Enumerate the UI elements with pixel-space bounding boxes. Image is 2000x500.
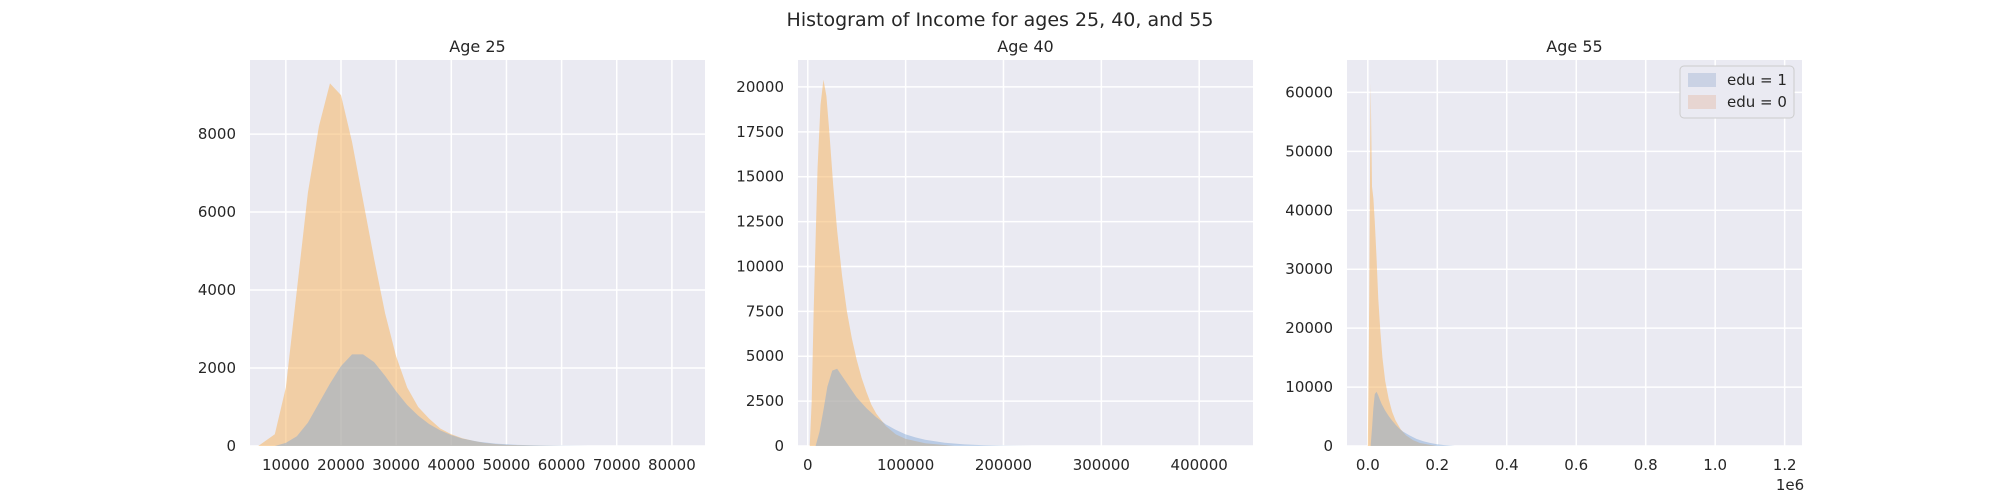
y-tick-label: 4000 [198, 281, 236, 299]
y-tick-label: 50000 [1285, 142, 1333, 160]
histogram-edu-1-age-40 [815, 368, 1033, 446]
histogram-edu-1-age-25 [274, 354, 590, 446]
x-tick-label: 20000 [317, 456, 365, 474]
x-tick-label: 40000 [427, 456, 475, 474]
y-tick-label: 10000 [736, 257, 784, 275]
x-tick-label: 50000 [483, 456, 531, 474]
y-tick-label: 2500 [746, 392, 784, 410]
figure-title: Histogram of Income for ages 25, 40, and… [787, 9, 1214, 31]
y-tick-labels-age-55: 0 10000 20000 30000 40000 50000 60000 [1285, 83, 1333, 455]
panel-age-55: Age 55 0.0 0.2 0.4 0.6 0.8 1.0 1.2 0 10000 20000… [1285, 37, 1804, 494]
x-tick-label: 0.6 [1564, 456, 1588, 474]
y-tick-label: 10000 [1285, 378, 1333, 396]
plot-area-age-40 [798, 60, 1253, 446]
y-tick-label: 40000 [1285, 201, 1333, 219]
series-age-40 [809, 79, 1033, 446]
x-tick-label: 0.4 [1495, 456, 1519, 474]
y-tick-label: 2000 [198, 359, 236, 377]
x-tick-label: 60000 [538, 456, 586, 474]
x-tick-label: 0.2 [1425, 456, 1449, 474]
histogram-edu-0-age-55 [1367, 83, 1438, 446]
x-tick-label: 1.2 [1773, 456, 1797, 474]
x-tick-labels-age-40: 0 100000 200000 300000 400000 [803, 456, 1228, 474]
y-tick-label: 17500 [736, 123, 784, 141]
x-tick-label: 80000 [648, 456, 696, 474]
series-age-55 [1367, 83, 1455, 446]
y-tick-label: 20000 [1285, 319, 1333, 337]
y-tick-labels-age-40: 0 2500 5000 7500 10000 12500 15000 17500 20000 [736, 78, 784, 455]
x-tick-label: 100000 [877, 456, 934, 474]
grid-age-55 [1347, 60, 1802, 447]
y-tick-label: 6000 [198, 203, 236, 221]
legend-swatch-edu-0 [1688, 95, 1716, 109]
y-tick-label: 15000 [736, 168, 784, 186]
y-tick-label: 12500 [736, 213, 784, 231]
x-tick-label: 10000 [262, 456, 310, 474]
x-tick-label: 70000 [593, 456, 641, 474]
x-tick-labels-age-55: 0.0 0.2 0.4 0.6 0.8 1.0 1.2 [1356, 456, 1797, 474]
panel-title-age-25: Age 25 [449, 37, 505, 56]
legend-swatch-edu-1 [1688, 73, 1716, 87]
histogram-edu-1-age-55 [1370, 391, 1455, 446]
legend: edu = 1 edu = 0 [1679, 65, 1795, 119]
x-tick-label: 400000 [1171, 456, 1228, 474]
legend-label-edu-0: edu = 0 [1727, 93, 1787, 111]
x-tick-label: 200000 [975, 456, 1032, 474]
panel-title-age-40: Age 40 [997, 37, 1053, 56]
x-tick-label: 300000 [1073, 456, 1130, 474]
histogram-edu-0-age-25 [258, 83, 562, 446]
y-tick-label: 7500 [746, 302, 784, 320]
y-tick-label: 30000 [1285, 260, 1333, 278]
x-offset-label-age-55: 1e6 [1776, 476, 1804, 494]
y-tick-label: 0 [226, 437, 236, 455]
x-tick-label: 1.0 [1703, 456, 1727, 474]
legend-box [1679, 65, 1795, 119]
series-age-25 [258, 83, 590, 446]
x-tick-label: 0 [803, 456, 813, 474]
x-tick-labels-age-25: 10000 20000 30000 40000 50000 60000 70000 80000 [262, 456, 696, 474]
x-tick-label: 0.0 [1356, 456, 1380, 474]
y-tick-label: 60000 [1285, 83, 1333, 101]
panel-title-age-55: Age 55 [1546, 37, 1602, 56]
x-tick-label: 0.8 [1634, 456, 1658, 474]
x-tick-label: 30000 [372, 456, 420, 474]
legend-label-edu-1: edu = 1 [1727, 71, 1787, 89]
panel-age-40: Age 40 0 100000 200000 300000 400000 0 2500 50… [736, 37, 1253, 474]
y-tick-label: 8000 [198, 125, 236, 143]
panel-age-25: Age 25 10000 20000 30000 40000 50000 60000 700… [198, 37, 705, 474]
y-tick-label: 20000 [736, 78, 784, 96]
plot-area-age-55 [1347, 60, 1802, 446]
y-tick-label: 0 [774, 437, 784, 455]
grid-age-40 [798, 60, 1253, 447]
histogram-edu-0-age-40 [809, 79, 955, 446]
y-tick-labels-age-25: 0 2000 4000 6000 8000 [198, 125, 236, 455]
y-tick-label: 0 [1323, 437, 1333, 455]
y-tick-label: 5000 [746, 347, 784, 365]
